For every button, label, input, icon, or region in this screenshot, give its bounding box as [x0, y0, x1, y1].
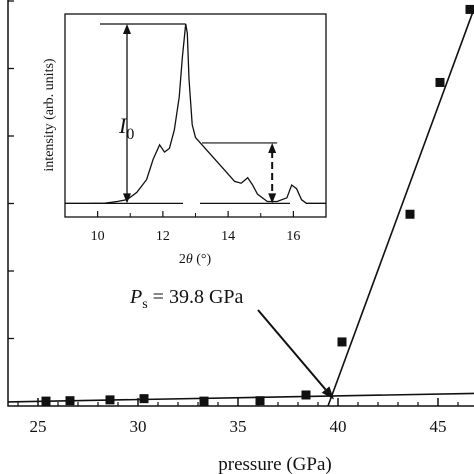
ps-arrow-head — [321, 386, 334, 400]
inset-i0-arrowhead-down — [123, 193, 131, 204]
inset-dashed-arrowhead-down — [268, 193, 277, 204]
inset-x-tick-label: 14 — [221, 229, 235, 244]
data-point — [139, 394, 149, 404]
inset-frame — [64, 13, 327, 218]
x-tick-label: 45 — [430, 417, 447, 436]
x-axis-label: pressure (GPa) — [218, 454, 331, 474]
inset-x-ticks: 10 12 14 16 — [64, 211, 327, 244]
data-point — [405, 209, 415, 219]
fit-line — [7, 392, 474, 403]
x-tick-label: 25 — [30, 417, 47, 436]
data-point — [199, 396, 209, 406]
main-y-ticks — [8, 0, 14, 340]
fit-line — [327, 6, 474, 407]
inset-diffraction-curve — [65, 23, 326, 204]
inset-i0-subscript: 0 — [126, 126, 134, 143]
data-point — [65, 396, 75, 406]
ps-arrow-line — [257, 309, 327, 391]
inset-x-tick-label: 16 — [286, 229, 300, 244]
x-tick-label: 30 — [130, 417, 147, 436]
data-point — [465, 4, 474, 14]
inset-panel: 10 12 14 16 I0 intensity (arb. units) 2θ (°… — [42, 13, 327, 267]
ps-subscript: s — [142, 297, 147, 312]
inset-x-tick-label: 12 — [156, 229, 170, 244]
inset-x-label-prefix: 2 — [179, 252, 186, 267]
inset-i0-markers — [92, 23, 290, 204]
data-point — [337, 337, 347, 347]
ps-symbol: P — [129, 286, 142, 308]
plot-frame — [7, 0, 474, 407]
inset-i0-arrowhead-up — [123, 24, 131, 34]
inset-y-axis-label: intensity (arb. units) — [42, 58, 57, 171]
data-points — [41, 4, 474, 406]
inset-dashed-arrowhead-up — [268, 142, 277, 153]
data-point — [105, 395, 115, 405]
inset-x-axis-label: 2θ (°) — [179, 252, 212, 267]
ps-annotation-text: Ps = 39.8 GPa — [129, 286, 244, 312]
data-point — [435, 77, 445, 87]
inset-x-label-theta: θ — [186, 252, 193, 267]
x-tick-label: 35 — [230, 417, 247, 436]
main-x-ticks: 25 30 35 40 45 — [17, 398, 459, 436]
data-point — [255, 396, 265, 406]
fit-lines — [7, 6, 474, 407]
x-tick-label: 40 — [330, 417, 347, 436]
inset-x-tick-label: 10 — [91, 229, 105, 244]
inset-i0-symbol: I — [118, 113, 128, 138]
inset-x-label-suffix: (°) — [193, 252, 212, 267]
inset-i0-label: I0 — [118, 113, 134, 143]
data-point — [301, 390, 311, 400]
ps-annotation: Ps = 39.8 GPa — [129, 286, 334, 400]
data-point — [41, 396, 51, 406]
ps-value: = 39.8 GPa — [148, 286, 244, 308]
